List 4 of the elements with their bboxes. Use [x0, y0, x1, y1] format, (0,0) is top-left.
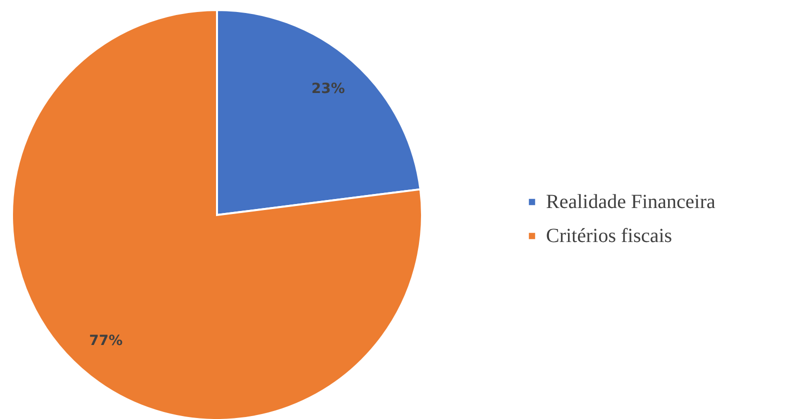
data-label: 77%: [89, 333, 123, 350]
legend-label: Realidade Financeira: [546, 191, 716, 213]
legend-label: Critérios fiscais: [546, 225, 672, 247]
data-label: 23%: [311, 80, 345, 97]
